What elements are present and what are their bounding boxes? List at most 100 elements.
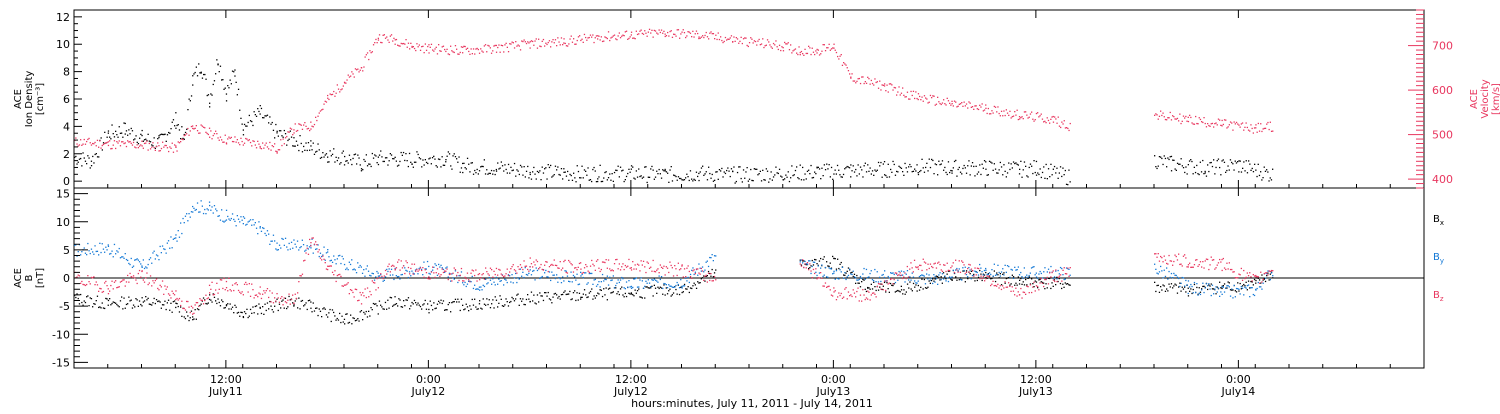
bz-point (1238, 273, 1240, 275)
velocity-point (1156, 114, 1158, 116)
velocity-point (319, 110, 322, 112)
density-point (448, 153, 451, 155)
velocity-point (798, 46, 800, 48)
velocity-point (952, 105, 954, 107)
velocity-point (556, 45, 558, 47)
bz-point (210, 288, 212, 290)
by-point (1255, 289, 1257, 291)
velocity-point (642, 33, 645, 35)
velocity-point (929, 94, 932, 97)
bx-point (950, 278, 952, 280)
bz-point (545, 261, 547, 263)
bz-point (943, 264, 945, 266)
bz-point (850, 294, 852, 296)
by-point (223, 221, 225, 223)
bx-point (222, 301, 224, 303)
bz-point (1202, 261, 1204, 263)
velocity-point (864, 81, 866, 83)
density-point (598, 176, 600, 178)
by-point (109, 253, 111, 255)
by-point (686, 280, 688, 282)
density-point (143, 139, 146, 141)
density-point (111, 124, 113, 126)
velocity-point (270, 149, 272, 151)
by-point (1227, 285, 1229, 287)
velocity-point (1174, 118, 1176, 120)
bx-point (879, 286, 881, 288)
by-point (845, 278, 847, 281)
bz-point (1232, 271, 1234, 273)
by-point (1237, 288, 1239, 290)
velocity-point (216, 133, 218, 135)
by-point (900, 270, 903, 272)
by-point (143, 267, 146, 270)
velocity-point (887, 91, 889, 93)
velocity-point (698, 37, 700, 40)
density-point (442, 164, 444, 166)
bx-point (981, 279, 983, 282)
bz-point (921, 269, 923, 272)
density-point (472, 173, 475, 175)
by-point (1178, 277, 1180, 280)
bx-point (380, 304, 382, 306)
x-tick-date: July14 (1220, 385, 1255, 398)
density-point (545, 167, 547, 169)
bz-point (640, 260, 642, 262)
by-point (1185, 279, 1187, 282)
density-point (998, 169, 1000, 171)
density-point (917, 173, 920, 176)
by-point (111, 250, 113, 252)
density-point (1002, 174, 1004, 176)
bz-point (381, 275, 383, 278)
bz-point (804, 263, 806, 265)
bx-point (1010, 283, 1012, 285)
bz-point (522, 268, 524, 271)
bz-point (1243, 269, 1245, 272)
bz-point (205, 294, 207, 296)
velocity-point (1029, 113, 1032, 115)
bz-point (212, 294, 214, 296)
bx-point (140, 303, 142, 306)
bz-point (1214, 268, 1216, 270)
density-point (1210, 161, 1212, 164)
velocity-point (1057, 116, 1059, 118)
bz-point (106, 285, 108, 287)
velocity-point (868, 78, 870, 80)
by-point (638, 286, 640, 288)
b-tick-label: -5 (59, 300, 70, 313)
bz-point (444, 270, 446, 272)
velocity-point (411, 46, 413, 48)
velocity-point (328, 98, 330, 101)
by-point (987, 273, 989, 276)
velocity-point (1204, 122, 1206, 125)
velocity-point (364, 56, 366, 58)
bx-point (983, 274, 986, 276)
by-point (1046, 271, 1048, 273)
bz-point (241, 291, 243, 293)
velocity-point (271, 145, 273, 147)
velocity-point (495, 51, 498, 53)
bz-point (83, 284, 85, 286)
bz-point (322, 255, 324, 257)
density-point (251, 120, 253, 123)
bx-point (1220, 287, 1222, 289)
bx-point (935, 275, 937, 277)
velocity-point (722, 41, 724, 44)
velocity-point (805, 52, 807, 55)
velocity-point (1000, 110, 1003, 112)
bx-point (202, 297, 205, 299)
by-point (154, 258, 156, 260)
density-point (1181, 165, 1183, 167)
density-point (810, 164, 812, 167)
velocity-point (1191, 122, 1193, 124)
bz-point (851, 295, 853, 298)
bx-point (1213, 288, 1215, 290)
density-point (983, 160, 986, 162)
by-point (676, 281, 678, 284)
bx-point (932, 278, 934, 280)
bz-point (1158, 260, 1161, 262)
bz-point (148, 282, 150, 284)
by-point (270, 240, 272, 242)
bx-point (78, 303, 81, 305)
density-point (282, 136, 284, 138)
